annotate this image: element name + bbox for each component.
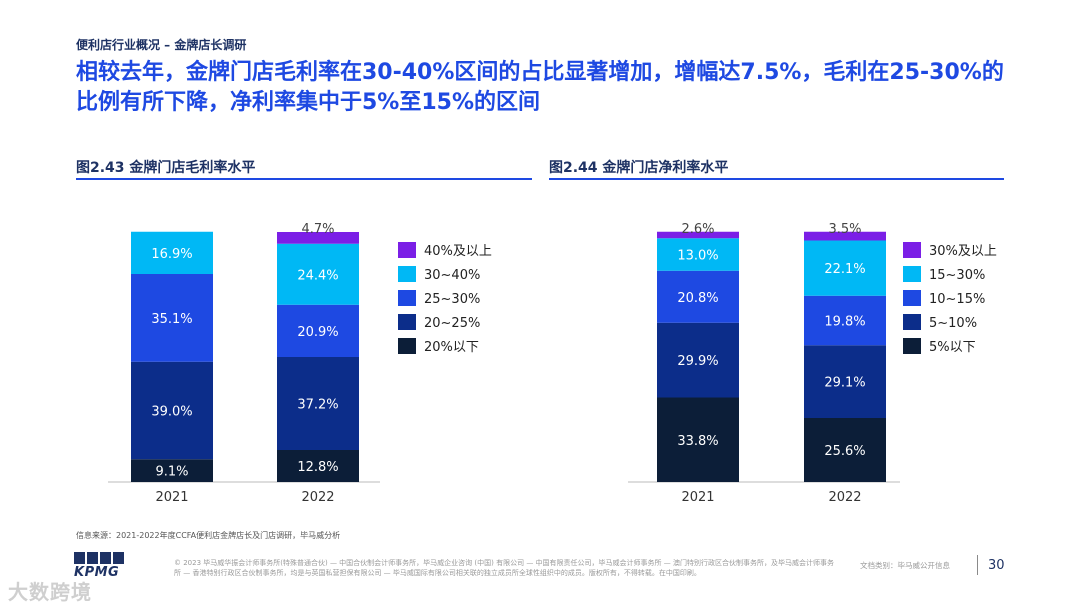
data-label-2021-2: 35.1% — [151, 312, 192, 327]
page-number: 30 — [988, 558, 1005, 573]
legend-swatch-1 — [398, 266, 416, 282]
x-tick-label-2021: 2021 — [155, 490, 188, 505]
legend-label-3: 5~10% — [929, 316, 977, 331]
kpmg-logo: KPMG — [74, 552, 134, 580]
data-label-2022-3: 24.4% — [297, 268, 338, 283]
legend-swatch-4 — [398, 338, 416, 354]
watermark: 大数跨境 — [8, 580, 92, 604]
data-label-2022-4: 3.5% — [828, 222, 861, 237]
data-label-2021-3: 13.0% — [677, 249, 718, 264]
chart-title-rule-left — [76, 178, 532, 180]
footer-divider — [977, 555, 978, 575]
bar-segment-2022-4 — [804, 231, 886, 241]
bar-segment-2021-3 — [131, 231, 213, 274]
data-label-2021-0: 33.8% — [677, 434, 718, 449]
chart-title-gross-margin: 图2.43 金牌门店毛利率水平 — [76, 160, 256, 176]
bar-segment-2022-1 — [804, 345, 886, 418]
legend-swatch-4 — [903, 338, 921, 354]
bar-segment-2021-4 — [657, 231, 739, 239]
page-title: 相较去年，金牌门店毛利率在30-40%区间的占比显著增加，增幅达7.5%，毛利在… — [76, 60, 1004, 115]
breadcrumb: 便利店行业概况 – 金牌店长调研 — [76, 38, 247, 52]
chart-title-rule-right — [549, 178, 1004, 180]
x-tick-label-2022: 2022 — [828, 490, 861, 505]
legend-swatch-1 — [903, 266, 921, 282]
legend-swatch-3 — [903, 314, 921, 330]
bar-segment-2022-1 — [277, 357, 359, 450]
bar-segment-2021-2 — [131, 274, 213, 362]
legend-swatch-2 — [903, 290, 921, 306]
bar-segment-2021-0 — [657, 397, 739, 482]
data-label-2021-4: 2.6% — [681, 222, 714, 237]
legend-label-2: 25~30% — [424, 292, 480, 307]
bar-segment-2022-4 — [277, 232, 359, 244]
legend-label-0: 30%及以上 — [929, 244, 997, 259]
data-label-2022-3: 22.1% — [824, 262, 865, 277]
legend-swatch-2 — [398, 290, 416, 306]
legend-label-3: 20~25% — [424, 316, 480, 331]
bar-segment-2021-3 — [657, 238, 739, 271]
data-label-2021-3: 16.9% — [151, 247, 192, 262]
legend-label-0: 40%及以上 — [424, 244, 492, 259]
x-tick-label-2021: 2021 — [681, 490, 714, 505]
data-label-2021-0: 9.1% — [155, 465, 188, 480]
legal-notice: © 2023 毕马威华振会计师事务所(特殊普通合伙) — 中国合伙制会计师事务所… — [174, 559, 834, 577]
data-label-2022-0: 25.6% — [824, 444, 865, 459]
bar-segment-2022-0 — [804, 418, 886, 482]
data-label-2021-2: 20.8% — [677, 291, 718, 306]
chart-title-net-margin: 图2.44 金牌门店净利率水平 — [549, 160, 729, 176]
legend-swatch-3 — [398, 314, 416, 330]
bar-segment-2021-1 — [131, 361, 213, 460]
data-label-2022-2: 19.8% — [824, 315, 865, 330]
legend-label-2: 10~15% — [929, 292, 985, 307]
data-label-2022-1: 29.1% — [824, 376, 865, 391]
data-label-2022-4: 4.7% — [301, 222, 334, 237]
legend-swatch-0 — [398, 242, 416, 258]
x-tick-label-2022: 2022 — [301, 490, 334, 505]
bar-segment-2022-2 — [804, 295, 886, 346]
bar-segment-2022-2 — [277, 304, 359, 357]
source-note: 信息来源：2021-2022年度CCFA便利店金牌店长及门店调研，毕马威分析 — [76, 531, 341, 540]
data-label-2022-2: 20.9% — [297, 325, 338, 340]
bar-segment-2022-3 — [277, 243, 359, 305]
bar-segment-2021-0 — [131, 459, 213, 482]
document-category: 文档类别：毕马威公开信息 — [860, 561, 950, 570]
legend-swatch-0 — [903, 242, 921, 258]
bar-segment-2021-2 — [657, 270, 739, 323]
legend-label-1: 30~40% — [424, 268, 480, 283]
bar-segment-2022-0 — [277, 450, 359, 482]
data-label-2022-0: 12.8% — [297, 460, 338, 475]
legend-label-4: 20%以下 — [424, 340, 479, 355]
data-label-2022-1: 37.2% — [297, 398, 338, 413]
bar-segment-2021-1 — [657, 322, 739, 398]
net-margin-chart: 2021 33.8% 29.9% 20.8% 13.0% 2.6% 2022 25.6% 29.… — [628, 222, 997, 505]
bar-segment-2022-3 — [804, 240, 886, 296]
legend-label-4: 5%以下 — [929, 340, 976, 355]
legend-label-1: 15~30% — [929, 268, 985, 283]
gross-margin-chart: 2021 9.1% 39.0% 35.1% 16.9% 2022 12.8% 37.2% 20.… — [108, 222, 492, 505]
data-label-2021-1: 29.9% — [677, 354, 718, 369]
kpmg-logo-text: KPMG — [74, 565, 120, 580]
data-label-2021-1: 39.0% — [151, 405, 192, 420]
